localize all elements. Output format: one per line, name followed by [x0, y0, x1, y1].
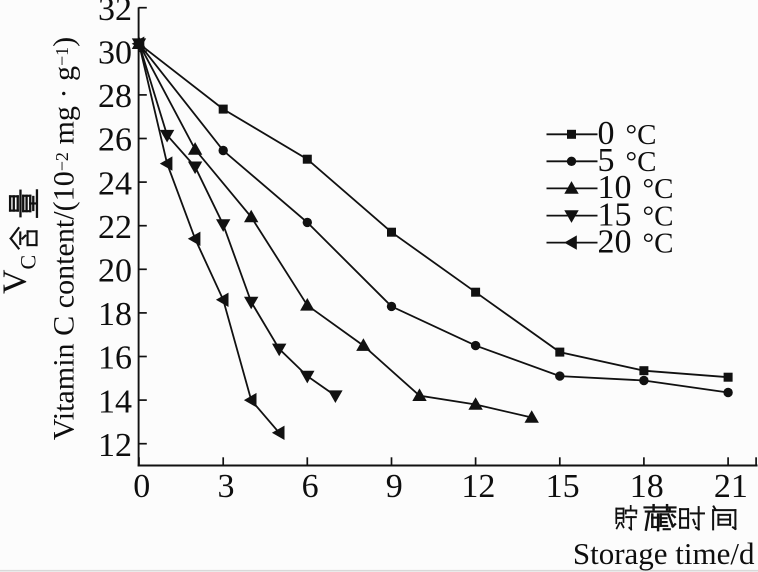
- svg-text:18: 18: [98, 296, 132, 333]
- svg-text:21: 21: [714, 468, 748, 505]
- svg-text:0: 0: [133, 468, 150, 505]
- svg-text:32: 32: [98, 0, 132, 28]
- svg-text:0°C: 0 °C: [598, 115, 657, 152]
- svg-text:26: 26: [98, 122, 132, 159]
- svg-text:28: 28: [98, 78, 132, 115]
- svg-text:6: 6: [302, 468, 319, 505]
- svg-text:30: 30: [98, 35, 132, 72]
- svg-text:15: 15: [546, 468, 580, 505]
- svg-text:Vitamin C content/(10−2 mg · g: Vitamin C content/(10−2 mg · g−1): [47, 37, 81, 440]
- svg-text:20: 20: [98, 253, 132, 290]
- svg-text:9: 9: [386, 468, 403, 505]
- svg-text:22: 22: [98, 209, 132, 246]
- svg-text:16: 16: [98, 340, 132, 377]
- svg-text:3: 3: [218, 468, 235, 505]
- svg-text:24: 24: [98, 165, 132, 202]
- svg-text:18: 18: [630, 468, 664, 505]
- svg-text:12: 12: [461, 468, 495, 505]
- svg-text:5°C: 5 °C: [598, 142, 657, 179]
- svg-text:Storage time/d: Storage time/d: [573, 536, 755, 571]
- svg-text:14: 14: [98, 383, 132, 420]
- svg-text:12: 12: [98, 427, 132, 464]
